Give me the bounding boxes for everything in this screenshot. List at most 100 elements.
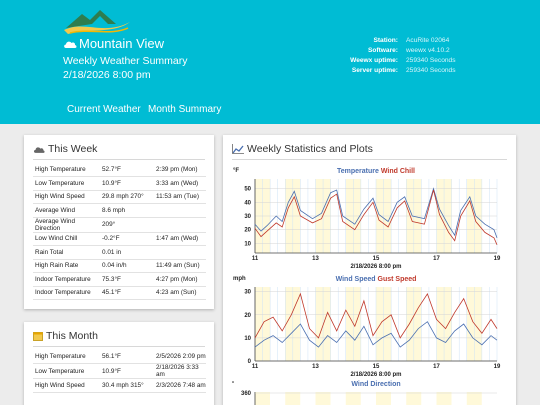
table-row: High Temperature 52.7°F 2:39 pm (Mon) xyxy=(33,163,206,177)
this-month-title: This Month xyxy=(33,330,98,342)
week-time xyxy=(155,203,206,218)
week-time: 2:39 pm (Mon) xyxy=(155,163,206,177)
divider xyxy=(33,346,205,347)
table-row: Rain Total 0.01 in xyxy=(33,245,206,260)
divider xyxy=(232,159,507,160)
location-title: Mountain View xyxy=(63,36,164,51)
table-row: Indoor Temperature 45.1°F 4:23 am (Sun) xyxy=(33,286,206,300)
chart-title-series1: Wind Speed xyxy=(336,276,378,283)
series-line-2 xyxy=(254,292,498,339)
y-axis-label xyxy=(232,381,234,383)
y-tick-label: 40 xyxy=(244,200,251,206)
wind-speed-plot: 0 10 20 30 11 13 15 17 19 mph Wind Speed Gust Spee… xyxy=(233,276,501,377)
stats-title: Weekly Statistics and Plots xyxy=(232,143,373,155)
nav-month-summary[interactable]: Month Summary xyxy=(148,104,222,115)
wind-direction-plot: Wind Direction 360 xyxy=(232,381,497,405)
cloud-icon xyxy=(64,41,77,48)
x-axis-label: 2/18/2026 8:00 pm xyxy=(350,264,401,269)
y-tick-label: 0 xyxy=(248,359,252,365)
week-time: 11:49 am (Sun) xyxy=(155,259,206,273)
y-tick-label: 30 xyxy=(244,290,251,296)
week-value: 52.7°F xyxy=(101,163,155,177)
week-label: Indoor Temperature xyxy=(33,286,101,300)
week-value: 8.6 mph xyxy=(101,203,155,218)
table-row: Average Wind 8.6 mph xyxy=(33,203,206,218)
weewx-uptime-label: Weewx uptime: xyxy=(350,57,398,64)
plot-daytime-band xyxy=(285,392,301,405)
y-tick-label: 10 xyxy=(244,241,251,247)
y-tick-label: 30 xyxy=(244,214,251,220)
week-value: 29.8 mph 270° xyxy=(101,190,155,204)
page-datetime: 2/18/2026 8:00 pm xyxy=(63,69,151,81)
chart-title-series1: Temperature xyxy=(337,168,381,175)
week-time: 4:27 pm (Mon) xyxy=(155,272,206,287)
plot-daytime-band xyxy=(466,392,482,405)
series-line-1 xyxy=(254,187,498,239)
station-value: AcuRite 02064 xyxy=(406,37,450,44)
chart-line-icon xyxy=(232,144,244,154)
week-label: Low Wind Chill xyxy=(33,232,101,246)
table-row: Low Temperature 10.9°F 2/18/2026 3:33 am xyxy=(33,363,206,379)
this-month-table: High Temperature 56.1°F 2/5/2026 2:09 pm Lo… xyxy=(33,350,206,393)
series-line-1 xyxy=(254,321,498,348)
plot-daytime-band xyxy=(406,392,422,405)
week-label: High Rain Rate xyxy=(33,259,101,273)
server-uptime-value: 259340 Seconds xyxy=(406,67,456,74)
week-time: 1:47 am (Wed) xyxy=(155,232,206,246)
week-label: High Temperature xyxy=(33,163,101,177)
month-label: High Temperature xyxy=(33,350,101,364)
divider xyxy=(33,159,205,160)
week-time xyxy=(155,245,206,260)
chart-title-series2: Wind Chill xyxy=(381,168,415,175)
y-axis-label: °F xyxy=(233,168,239,174)
week-label: Rain Total xyxy=(33,245,101,260)
y-tick-label: 10 xyxy=(244,336,251,342)
header: Mountain View Weekly Weather Summary 2/1… xyxy=(0,0,540,124)
x-tick-label: 19 xyxy=(494,364,501,370)
plot-daytime-band xyxy=(255,392,270,405)
cloud-icon xyxy=(33,146,45,153)
week-value: 0.04 in/h xyxy=(101,259,155,273)
this-week-panel: This Week High Temperature 52.7°F 2:39 pm … xyxy=(24,135,214,309)
month-value: 10.9°F xyxy=(101,363,155,379)
x-tick-label: 13 xyxy=(312,364,319,370)
x-tick-label: 17 xyxy=(433,256,440,262)
week-time: 4:23 am (Sun) xyxy=(155,286,206,300)
week-label: Average Wind xyxy=(33,203,101,218)
station-info: Station: AcuRite 02064 Software: weewx v4.… xyxy=(300,36,456,76)
plot-daytime-band xyxy=(436,392,452,405)
chart-title-series2: Gust Speed xyxy=(378,276,417,283)
y-tick-label: 20 xyxy=(244,313,251,319)
week-value: 75.3°F xyxy=(101,272,155,287)
x-tick-label: 11 xyxy=(252,256,259,262)
station-label: Station: xyxy=(373,37,398,44)
nav-current-weather[interactable]: Current Weather xyxy=(67,104,141,115)
series-line-2 xyxy=(254,189,498,245)
server-uptime-label: Server uptime: xyxy=(351,67,398,74)
month-value: 30.4 mph 315° xyxy=(101,378,155,393)
week-value: -0.2°F xyxy=(101,232,155,246)
weewx-uptime-value: 259340 Seconds xyxy=(406,57,456,64)
week-value: 45.1°F xyxy=(101,286,155,300)
week-value: 10.9°F xyxy=(101,176,155,191)
plot-daytime-band xyxy=(345,392,361,405)
table-row: Average Wind Direction 209° xyxy=(33,217,206,233)
week-value: 0.01 in xyxy=(101,245,155,260)
x-tick-label: 11 xyxy=(252,364,259,370)
temperature-plot: 10 20 30 40 50 11 13 15 17 19 °F Temperature Wind C… xyxy=(233,168,501,269)
chart-title: Wind Direction xyxy=(351,381,400,388)
x-tick-label: 19 xyxy=(494,256,501,262)
month-time: 2/5/2026 2:09 pm xyxy=(155,350,206,364)
chart-title: Wind Speed Gust Speed xyxy=(336,276,417,283)
this-month-title-text: This Month xyxy=(46,330,98,342)
week-value: 209° xyxy=(101,217,155,233)
y-axis-label: mph xyxy=(233,276,246,282)
y-tick-label: 20 xyxy=(244,228,251,234)
stats-title-text: Weekly Statistics and Plots xyxy=(247,143,373,155)
x-tick-label: 13 xyxy=(312,256,319,262)
x-tick-label: 15 xyxy=(373,364,380,370)
table-row: High Wind Speed 29.8 mph 270° 11:53 am (Tu… xyxy=(33,190,206,204)
software-value: weewx v4.10.2 xyxy=(406,47,450,54)
mountain-logo xyxy=(64,10,130,34)
month-value: 56.1°F xyxy=(101,350,155,364)
